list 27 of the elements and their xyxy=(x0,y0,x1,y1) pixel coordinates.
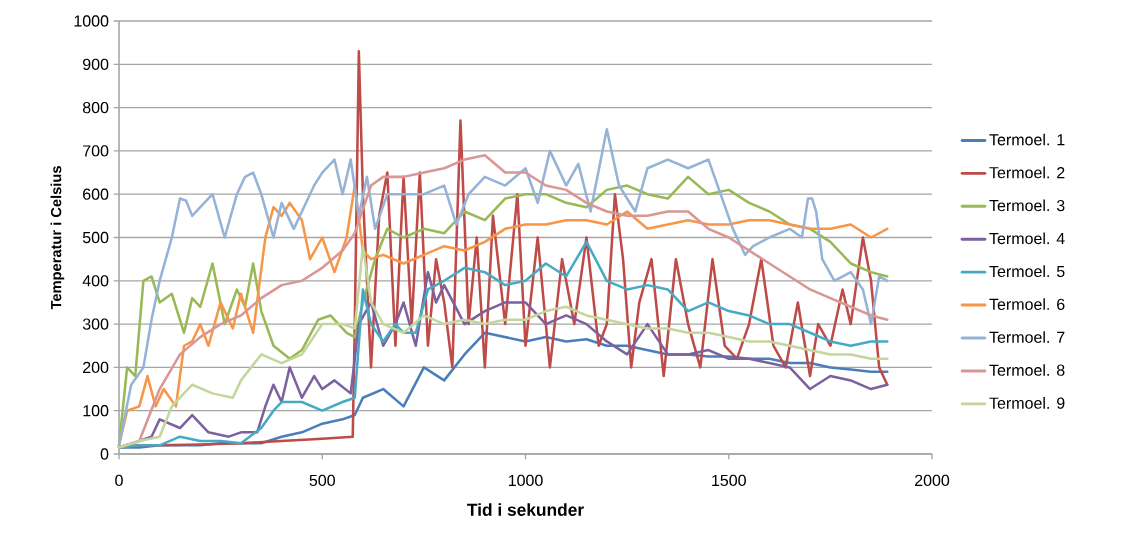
y-tick-label: 600 xyxy=(83,188,109,200)
legend-label: Termoel. 1 xyxy=(989,133,1065,146)
legend-label: Termoel. 3 xyxy=(989,199,1065,212)
legend-label: Termoel. 4 xyxy=(989,232,1065,245)
y-tick-label: 300 xyxy=(82,318,109,330)
x-tick-label: 1000 xyxy=(508,474,543,487)
y-tick-label: 500 xyxy=(82,231,109,244)
x-tick-label: 2000 xyxy=(915,474,950,487)
y-tick-label: 1000 xyxy=(74,15,109,27)
legend-label: Termoel. 6 xyxy=(989,298,1065,311)
legend-label: Termoel. 8 xyxy=(989,364,1065,376)
y-tick-label: 700 xyxy=(83,145,109,157)
y-tick-label: 100 xyxy=(83,405,109,417)
x-tick-label: 500 xyxy=(309,474,335,487)
x-tick-label: 0 xyxy=(115,474,123,487)
legend-label: Termoel. 9 xyxy=(989,397,1065,409)
x-axis-title: Tid i sekunder xyxy=(467,503,584,516)
y-tick-label: 400 xyxy=(82,275,109,287)
y-axis-title: Temperatur i Celsius xyxy=(50,166,65,310)
legend-label: Termoel. 2 xyxy=(989,166,1065,179)
legend-label: Termoel. 5 xyxy=(989,265,1065,278)
y-tick-label: 800 xyxy=(82,101,109,114)
y-tick-label: 0 xyxy=(100,448,109,460)
y-tick-label: 200 xyxy=(83,361,109,374)
y-tick-label: 900 xyxy=(83,58,109,70)
x-tick-label: 1500 xyxy=(712,474,746,487)
legend-label: Termoel. 7 xyxy=(989,331,1065,343)
